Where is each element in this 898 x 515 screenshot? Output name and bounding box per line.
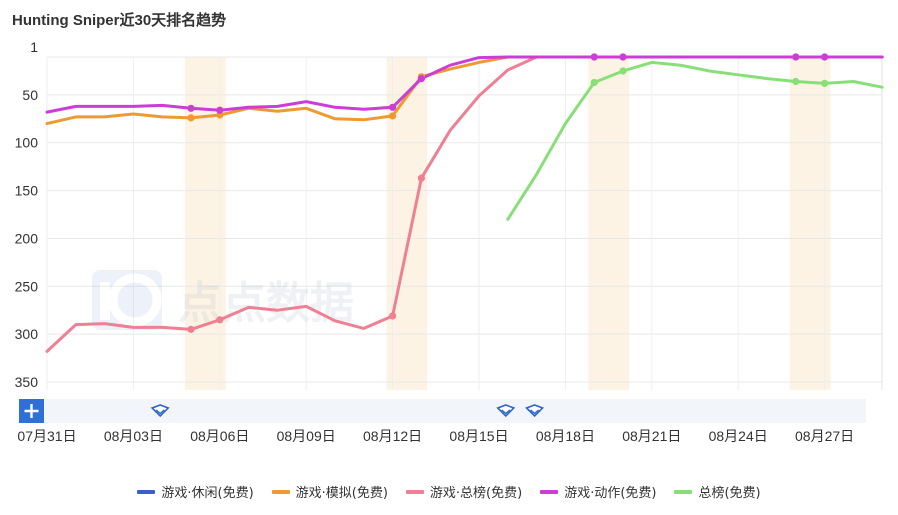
chart-title: Hunting Sniper近30天排名趋势 (12, 12, 227, 29)
legend-label: 总榜(免费) (698, 486, 761, 501)
series-line-3 (45, 55, 884, 114)
series-lines (45, 55, 884, 353)
series-point[interactable] (216, 316, 224, 324)
plus-icon (24, 404, 39, 418)
series-point[interactable] (590, 78, 598, 87)
series-point[interactable] (389, 112, 397, 120)
y-tick-label: 150 (15, 183, 39, 199)
x-tick-label: 08月12日 (363, 428, 422, 444)
y-tick-label: 250 (15, 278, 39, 294)
y-tick-label: 1 (30, 39, 38, 55)
series-point[interactable] (187, 114, 195, 122)
legend-item[interactable]: 游戏·总榜(免费) (405, 482, 523, 501)
legend-item[interactable]: 游戏·模拟(免费) (271, 482, 388, 501)
series-point[interactable] (821, 53, 829, 61)
series-point[interactable] (216, 106, 224, 114)
x-axis: 07月31日 08月03日 08月06日 08月09日 08月12日 08月15日 08月1… (17, 428, 854, 444)
legend-label: 游戏·总榜(免费) (429, 486, 523, 501)
series-markers (187, 53, 829, 333)
series-point[interactable] (619, 53, 627, 61)
x-tick-label: 08月09日 (277, 428, 336, 444)
legend-swatch (271, 489, 290, 494)
event-marker-icon[interactable] (496, 404, 516, 418)
x-tick-label: 08月18日 (536, 428, 595, 444)
series-line-4 (506, 60, 884, 221)
legend-swatch (674, 489, 693, 494)
series-point[interactable] (590, 53, 598, 61)
y-tick-label: 300 (15, 326, 39, 342)
event-marker-icon[interactable] (525, 404, 545, 418)
series-point[interactable] (389, 312, 397, 320)
series-point[interactable] (187, 325, 195, 333)
data-zoom-bar[interactable] (19, 399, 866, 423)
svg-text:点点数据: 点点数据 (178, 278, 354, 329)
series-line-2 (45, 55, 884, 353)
highlight-band-2 (588, 57, 629, 390)
legend-item[interactable]: 游戏·动作(免费) (540, 482, 656, 501)
x-tick-label: 08月03日 (104, 428, 163, 444)
event-markers[interactable] (150, 404, 545, 418)
legend-item[interactable]: 游戏·休闲(免费) (137, 482, 254, 501)
series-point[interactable] (187, 104, 195, 112)
series-point[interactable] (389, 103, 397, 111)
legend-label: 游戏·休闲(免费) (161, 486, 254, 501)
zoom-track[interactable] (44, 399, 866, 423)
legend: 游戏·休闲(免费) 游戏·模拟(免费) 游戏·总榜(免费) 游戏·动作(免费) 总榜(免… (0, 482, 898, 501)
legend-swatch (405, 489, 424, 494)
legend-swatch (137, 489, 156, 494)
x-tick-label: 08月27日 (795, 428, 854, 444)
series-point[interactable] (417, 75, 425, 83)
event-marker-icon[interactable] (150, 404, 170, 418)
x-tick-label: 07月31日 (17, 428, 76, 444)
series-point[interactable] (619, 67, 627, 75)
legend-item[interactable]: 总榜(免费) (674, 482, 761, 501)
legend-label: 游戏·动作(免费) (564, 486, 657, 501)
x-tick-label: 08月15日 (449, 428, 508, 444)
y-tick-label: 50 (22, 87, 38, 103)
series-point[interactable] (792, 53, 800, 61)
y-tick-label: 100 (15, 135, 39, 151)
x-tick-label: 08月06日 (190, 428, 249, 444)
watermark-logo: 点点数据 (92, 270, 354, 330)
series-point[interactable] (821, 79, 829, 88)
x-tick-label: 08月24日 (709, 428, 768, 444)
legend-swatch (540, 489, 559, 494)
series-point[interactable] (417, 174, 425, 182)
series-line-1 (45, 55, 539, 126)
x-tick-label: 08月21日 (622, 428, 681, 444)
series-point[interactable] (792, 77, 800, 86)
y-tick-label: 200 (15, 230, 39, 246)
legend-label: 游戏·模拟(免费) (295, 486, 388, 501)
y-tick-label: 350 (15, 374, 39, 390)
